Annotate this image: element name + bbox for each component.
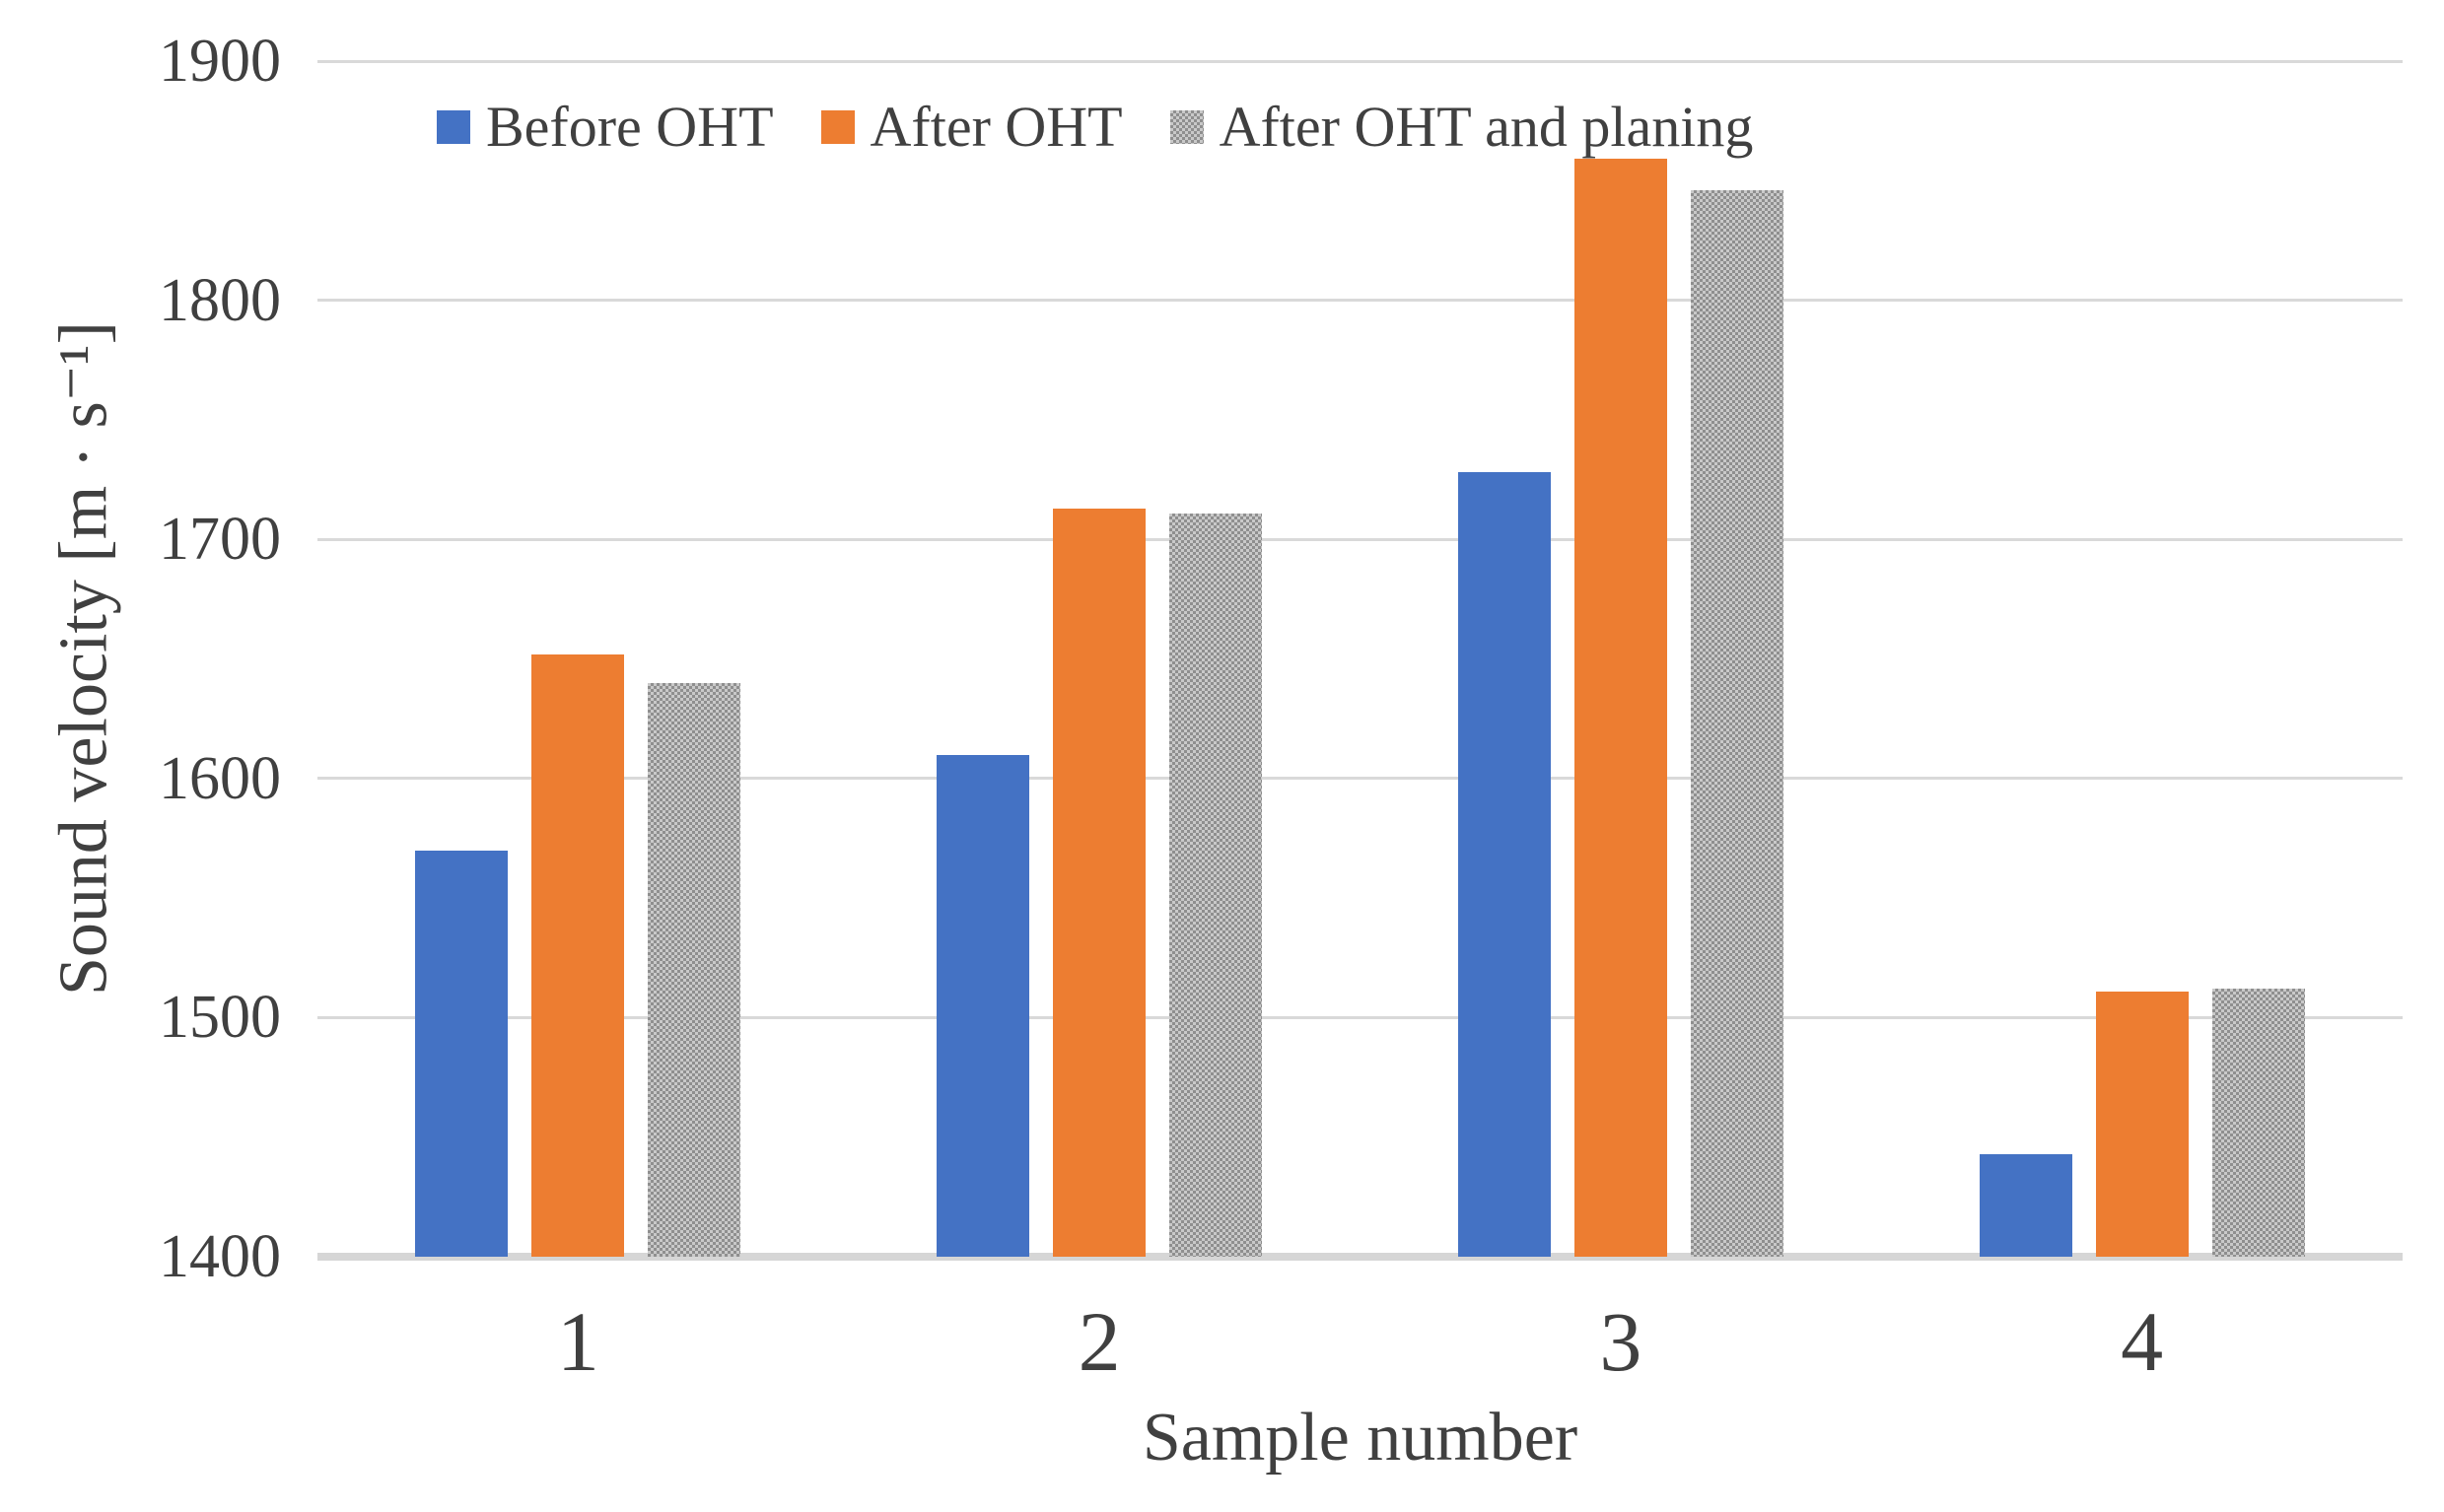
bar-after-oht-sample-2 bbox=[1053, 508, 1147, 1257]
bar-after-oht-sample-4 bbox=[2095, 991, 2189, 1257]
bar-before-oht-sample-2 bbox=[937, 754, 1030, 1257]
legend: Before OHT After OHT After OHT and planing bbox=[437, 93, 1753, 162]
gridline bbox=[317, 59, 2403, 63]
legend-label: After OHT and planing bbox=[1219, 95, 1754, 159]
bar-before-oht-sample-4 bbox=[1979, 1153, 2072, 1257]
x-tick-label: 4 bbox=[2121, 1294, 2164, 1389]
y-tick-label: 1400 bbox=[159, 1223, 281, 1290]
bar-after-oht-sample-1 bbox=[531, 653, 625, 1257]
legend-item: Before OHT bbox=[437, 93, 774, 162]
bar-after-oht-and-planing-sample-4 bbox=[2211, 989, 2305, 1257]
gridline bbox=[317, 1015, 2403, 1019]
bar-before-oht-sample-1 bbox=[415, 850, 509, 1257]
x-tick-label: 1 bbox=[556, 1294, 599, 1389]
y-tick-label: 1800 bbox=[159, 266, 281, 334]
gridline bbox=[317, 777, 2403, 781]
x-axis-title: Sample number bbox=[1142, 1400, 1578, 1476]
legend-label: After OHT bbox=[870, 95, 1123, 159]
legend-item: After OHT and planing bbox=[1169, 93, 1754, 162]
gridline bbox=[317, 299, 2403, 303]
y-tick-label: 1600 bbox=[159, 744, 281, 812]
legend-label: Before OHT bbox=[486, 95, 774, 159]
bar-after-oht-and-planing-sample-1 bbox=[648, 682, 741, 1257]
bar-after-oht-sample-3 bbox=[1573, 159, 1667, 1257]
bar-after-oht-and-planing-sample-2 bbox=[1169, 513, 1263, 1257]
legend-swatch bbox=[820, 110, 855, 144]
y-tick-label: 1700 bbox=[159, 506, 281, 574]
legend-swatch bbox=[1169, 110, 1204, 144]
gridline bbox=[317, 537, 2403, 541]
legend-item: After OHT bbox=[820, 93, 1123, 162]
legend-swatch bbox=[437, 110, 470, 144]
x-axis-line bbox=[317, 1253, 2403, 1261]
y-tick-label: 1900 bbox=[159, 28, 281, 95]
x-tick-label: 3 bbox=[1599, 1294, 1642, 1389]
bar-after-oht-and-planing-sample-3 bbox=[1690, 190, 1783, 1257]
y-axis-title: Sound velocity [m · s⁻¹] bbox=[45, 321, 122, 996]
y-tick-label: 1500 bbox=[159, 984, 281, 1052]
x-tick-label: 2 bbox=[1078, 1294, 1121, 1389]
bar-before-oht-sample-3 bbox=[1457, 472, 1551, 1257]
